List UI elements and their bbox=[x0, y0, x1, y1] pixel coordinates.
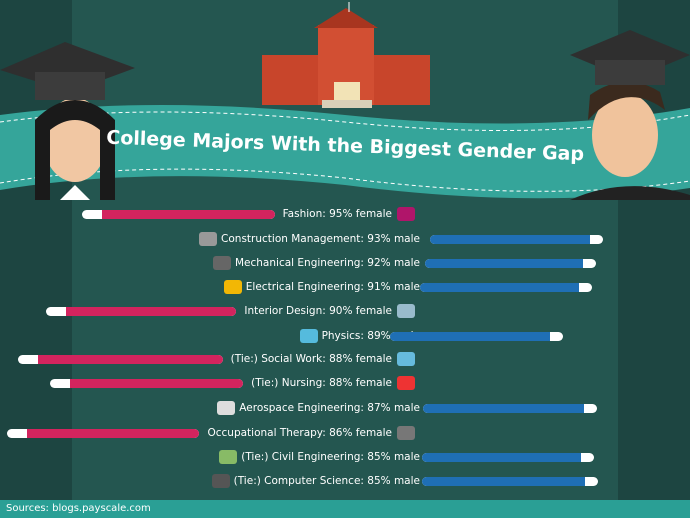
bar-female bbox=[38, 355, 223, 364]
label: (Tie:) Social Work: 88% female bbox=[230, 353, 392, 365]
bar-female bbox=[70, 379, 243, 388]
footer: Sources: blogs.payscale.com bbox=[0, 500, 690, 518]
icon bbox=[199, 232, 217, 246]
label: Interior Design: 90% female bbox=[244, 305, 392, 317]
woman-graduate bbox=[0, 42, 135, 200]
label: Electrical Engineering: 91% male bbox=[245, 281, 420, 293]
row-label: (Tie:) Social Work: 88% female bbox=[231, 352, 392, 366]
icon bbox=[224, 280, 242, 294]
icon bbox=[397, 376, 415, 390]
ribbon bbox=[0, 105, 690, 199]
icon bbox=[212, 474, 230, 488]
row-label: (Tie:) Computer Science: 85% male bbox=[234, 474, 420, 488]
bar-male bbox=[423, 404, 584, 413]
row-label: Aerospace Engineering: 87% male bbox=[239, 401, 420, 415]
row-label: Interior Design: 90% female bbox=[244, 304, 392, 318]
ribbon-stitch bbox=[0, 168, 690, 192]
bar-male bbox=[422, 453, 581, 462]
row-label: Construction Management: 93% male bbox=[221, 232, 420, 246]
school-building bbox=[262, 2, 430, 108]
row-label: Occupational Therapy: 86% female bbox=[207, 426, 392, 440]
icon bbox=[397, 207, 415, 221]
bar-male bbox=[420, 283, 579, 292]
icon bbox=[300, 329, 318, 343]
row-label: Electrical Engineering: 91% male bbox=[246, 280, 420, 294]
row-label: Mechanical Engineering: 92% male bbox=[235, 256, 420, 270]
label: Mechanical Engineering: 92% male bbox=[234, 257, 420, 269]
icon bbox=[213, 256, 231, 270]
icon bbox=[219, 450, 237, 464]
bar-female bbox=[102, 210, 275, 219]
icon bbox=[397, 352, 415, 366]
row-label: Fashion: 95% female bbox=[283, 207, 392, 221]
label: Aerospace Engineering: 87% male bbox=[239, 402, 420, 414]
row-label: (Tie:) Civil Engineering: 85% male bbox=[241, 450, 420, 464]
label: Occupational Therapy: 86% female bbox=[207, 427, 392, 439]
bar-male bbox=[425, 259, 583, 268]
label: Fashion: 95% female bbox=[282, 208, 392, 220]
label: (Tie:) Computer Science: 85% male bbox=[233, 475, 420, 487]
label: (Tie:) Civil Engineering: 85% male bbox=[241, 451, 420, 463]
bar-female bbox=[27, 429, 199, 438]
label: Construction Management: 93% male bbox=[221, 233, 420, 245]
icon bbox=[217, 401, 235, 415]
label: (Tie:) Nursing: 88% female bbox=[251, 377, 392, 389]
bar-male bbox=[430, 235, 590, 244]
bar-female bbox=[66, 307, 236, 316]
bar-male bbox=[422, 477, 585, 486]
man-graduate bbox=[570, 30, 690, 200]
header-art: College Majors With the Biggest Gender G… bbox=[0, 2, 690, 200]
icon bbox=[397, 426, 415, 440]
row-label: (Tie:) Nursing: 88% female bbox=[251, 376, 392, 390]
bar-male bbox=[390, 332, 550, 341]
icon bbox=[397, 304, 415, 318]
